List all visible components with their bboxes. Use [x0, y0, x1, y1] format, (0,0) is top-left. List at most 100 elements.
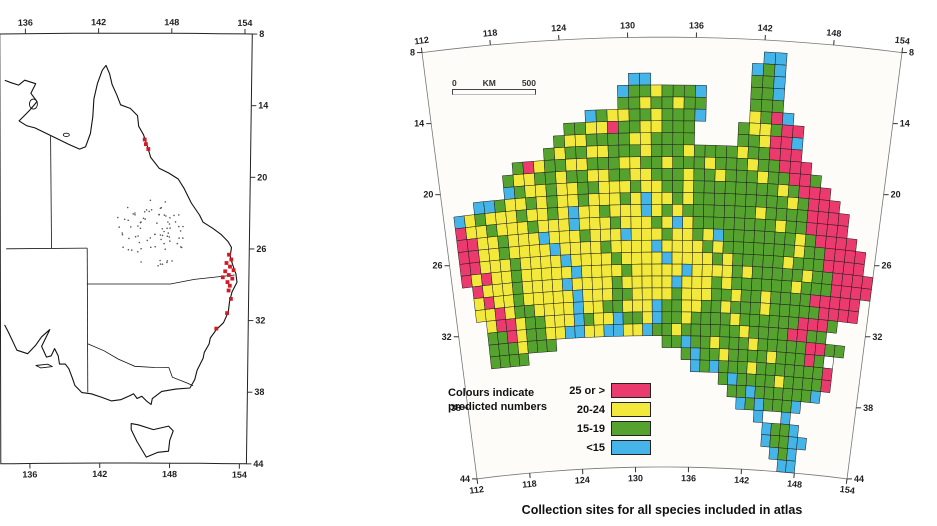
grid-cell — [672, 168, 684, 181]
grid-cell — [502, 174, 515, 188]
legend-swatch-25-or-more — [611, 383, 652, 398]
grid-cell — [784, 232, 796, 246]
grid-cell — [749, 98, 763, 112]
grid-cell — [837, 213, 850, 227]
grid-cell — [591, 276, 603, 290]
grid-cell — [536, 207, 549, 222]
grid-cell — [672, 192, 684, 205]
grid-cell — [470, 273, 483, 288]
tick-label: 14 — [414, 119, 424, 129]
grid-cell — [515, 209, 528, 223]
grid-cell — [632, 311, 643, 325]
stipple-dot — [163, 242, 165, 245]
grid-cell — [780, 136, 793, 150]
grid-cell — [498, 246, 511, 261]
grid-cell — [794, 353, 806, 367]
grid-cell — [844, 249, 856, 264]
grid-cell — [803, 353, 816, 368]
grid-cell — [806, 330, 818, 344]
grid-cell — [581, 277, 593, 291]
stipple-dot — [144, 218, 146, 220]
grid-cell — [507, 342, 520, 356]
grid-cell — [774, 64, 787, 78]
grid-cell — [551, 266, 563, 280]
grid-cell — [753, 242, 765, 256]
grid-cell — [488, 247, 501, 262]
stipple-dot — [121, 233, 124, 236]
grid-cell — [691, 264, 703, 277]
grid-cell — [629, 168, 642, 181]
stipple-dot — [163, 230, 165, 233]
grid-cell — [826, 224, 839, 238]
grid-cell — [808, 306, 820, 320]
grid-cell — [783, 376, 794, 390]
grid-cell — [726, 145, 738, 159]
grid-cell — [709, 324, 721, 337]
grid-cell — [557, 206, 570, 220]
grid-cell — [553, 147, 566, 161]
legend-item: 15-19 — [557, 421, 652, 436]
grid-cell — [574, 325, 586, 339]
grid-cell — [533, 172, 546, 186]
grid-cell — [524, 316, 537, 330]
grid-cell — [692, 204, 704, 218]
grid-cell — [630, 180, 642, 193]
grid-cell — [712, 228, 724, 242]
grid-cell — [496, 223, 509, 237]
grid-cell — [719, 312, 731, 326]
grid-cell — [570, 253, 582, 267]
grid-cell — [520, 268, 533, 283]
grid-cell — [683, 96, 696, 110]
stipple-dot — [150, 209, 153, 211]
grid-cell — [790, 400, 802, 414]
grid-cell — [702, 228, 714, 242]
grid-cell — [764, 219, 777, 233]
grid-cell — [691, 287, 702, 301]
grid-cell — [747, 337, 759, 351]
grid-cell — [784, 352, 796, 366]
grid-cell — [773, 375, 785, 389]
stipple-dot — [178, 214, 180, 216]
tick-label: 142 — [92, 469, 107, 479]
grid-cell — [682, 204, 694, 217]
grid-cell — [598, 180, 610, 194]
grid-cell — [554, 158, 567, 173]
grid-cell — [516, 221, 529, 235]
grid-cell — [651, 204, 663, 217]
grid-cell — [547, 207, 559, 221]
stipple-dot — [140, 261, 142, 263]
tick-label: 148 — [826, 27, 842, 38]
stipple-dot — [166, 227, 168, 230]
grid-cell — [796, 329, 808, 343]
stipple-dot — [134, 235, 137, 238]
grid-cell — [629, 132, 641, 146]
grid-cell — [661, 287, 673, 301]
grid-cell — [854, 251, 867, 265]
grid-cell — [719, 324, 731, 338]
grid-cell — [650, 132, 663, 145]
grid-cell — [546, 195, 558, 209]
grid-cell — [487, 235, 500, 250]
stipple-dot — [169, 240, 171, 242]
record-marker — [142, 137, 147, 142]
grid-cell — [621, 252, 633, 265]
grid-cell — [702, 240, 714, 254]
grid-cell — [743, 229, 755, 243]
grid-cell — [824, 343, 836, 358]
grid-cell — [737, 134, 750, 147]
grid-cell — [718, 348, 730, 362]
grid-cell — [661, 168, 673, 181]
grid-cell — [683, 132, 695, 146]
tick-label: 148 — [787, 478, 803, 489]
grid-cell — [523, 304, 536, 318]
grid-cell — [622, 323, 634, 337]
grid-cell — [813, 246, 826, 261]
grid-cell — [650, 96, 663, 110]
grid-cell — [590, 241, 602, 254]
grid-cell — [711, 288, 722, 302]
tick-label: 38 — [254, 387, 264, 397]
tick-label: 32 — [255, 316, 265, 326]
grid-cell — [672, 108, 685, 122]
grid-cell — [620, 216, 632, 229]
grid-cell — [810, 282, 822, 296]
